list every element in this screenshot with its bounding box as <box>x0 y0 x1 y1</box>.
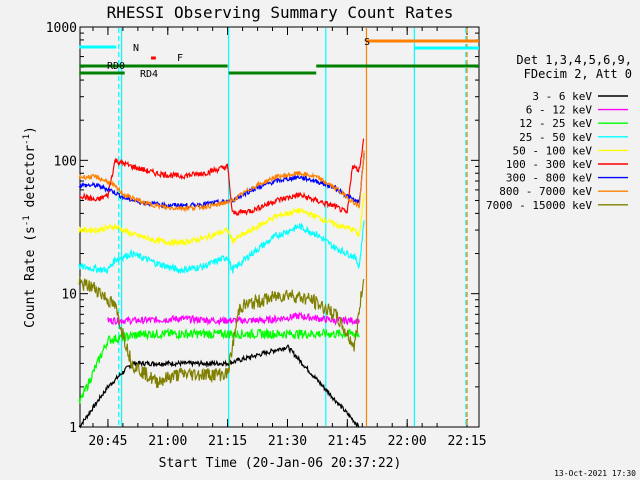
series-line <box>78 220 365 274</box>
series-lines <box>78 138 365 429</box>
legend-label: 7000 - 15000 keV <box>486 199 592 212</box>
y-axis-label: Count Rate (s-1 detector-1) <box>22 126 38 328</box>
legend-label: 50 - 100 keV <box>513 144 593 157</box>
legend-label: 6 - 12 keV <box>526 104 593 117</box>
x-tick-label: 21:45 <box>328 434 367 449</box>
x-tick-label: 21:30 <box>268 434 307 449</box>
flag-label: N <box>133 43 139 54</box>
series-line <box>79 138 365 216</box>
x-tick-label: 22:15 <box>447 434 486 449</box>
legend-label: 800 - 7000 keV <box>499 185 592 198</box>
legend-label: 3 - 6 keV <box>532 90 592 103</box>
legend-label: 100 - 300 keV <box>506 158 592 171</box>
y-tick-label: 1 <box>69 421 77 436</box>
series-line <box>78 344 360 429</box>
legend-label: 12 - 25 keV <box>519 117 592 130</box>
x-tick-label: 22:00 <box>388 434 427 449</box>
series-line <box>78 327 360 404</box>
flag-label: RD4 <box>140 69 158 80</box>
series-line <box>78 192 365 247</box>
x-tick-label: 20:45 <box>88 434 127 449</box>
x-tick-label: 21:00 <box>148 434 187 449</box>
flag-label: S <box>364 37 370 48</box>
legend-label: 300 - 800 keV <box>506 172 592 185</box>
timestamp: 13-Oct-2021 17:30 <box>554 469 636 478</box>
series-line <box>78 152 365 210</box>
y-tick-label: 100 <box>54 154 77 169</box>
y-tick-label: 10 <box>61 288 77 303</box>
chart-title: RHESSI Observing Summary Count Rates <box>107 3 454 22</box>
series-line <box>78 276 365 388</box>
x-tick-label: 21:15 <box>208 434 247 449</box>
x-axis-label: Start Time (20-Jan-06 20:37:22) <box>159 456 402 471</box>
flag-label: RD0 <box>107 61 125 72</box>
legend-label: 25 - 50 keV <box>519 131 592 144</box>
legend-title-2: FDecim 2, Att 0 <box>524 67 632 81</box>
series-line <box>78 150 365 213</box>
flag-markers: N F RD0 RD4 S <box>79 28 479 426</box>
flag-label: F <box>177 53 183 64</box>
series-line <box>107 311 360 327</box>
legend-title-1: Det 1,3,4,5,6,9, <box>516 53 632 67</box>
axis-ticks: 20:45 21:00 21:15 21:30 21:45 22:00 22:15 1 10 10… <box>46 21 487 449</box>
y-tick-label: 1000 <box>46 21 77 36</box>
